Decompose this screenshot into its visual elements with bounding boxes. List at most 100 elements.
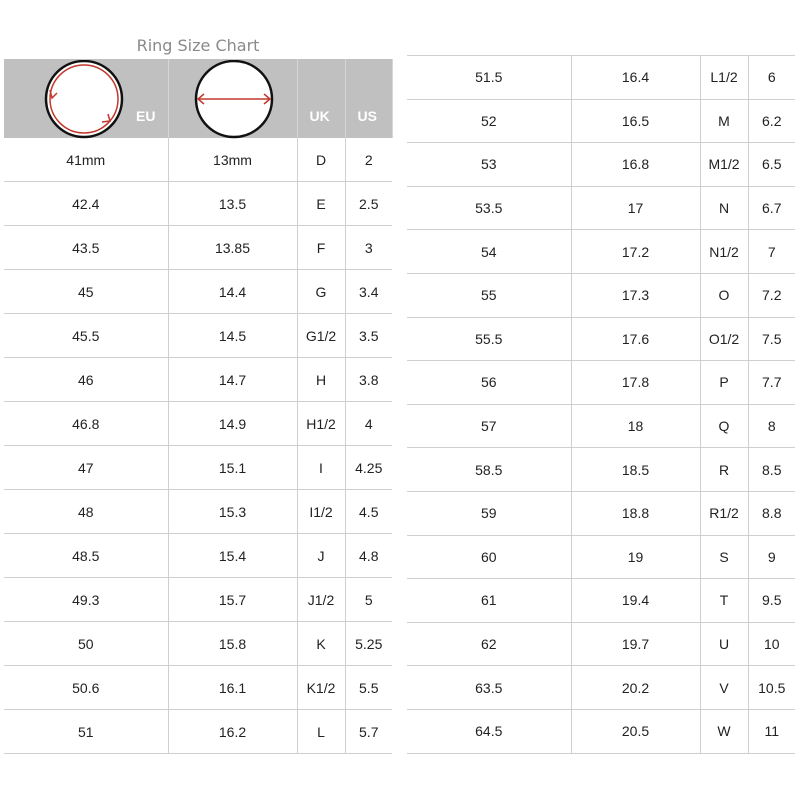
us-size: 7.2 xyxy=(748,273,795,318)
eu-label: EU xyxy=(136,108,156,124)
diameter-mm: 13.85 xyxy=(168,225,298,270)
uk-label: UK xyxy=(309,108,330,124)
eu-size: 48 xyxy=(4,489,169,534)
us-size: 8 xyxy=(748,404,795,449)
table-row: 53 16.8 M1/2 6.5 xyxy=(407,142,795,187)
uk-size: K1/2 xyxy=(297,665,346,710)
uk-size: G1/2 xyxy=(297,313,346,358)
diameter-mm: 14.4 xyxy=(168,269,298,314)
table-row: 45 14.4 G 3.4 xyxy=(4,269,392,314)
us-size: 2.5 xyxy=(345,181,392,226)
diameter-mm: 15.1 xyxy=(168,445,298,490)
us-size: 8.5 xyxy=(748,447,795,492)
circle-circumference-icon xyxy=(44,60,124,139)
uk-size: I xyxy=(297,445,346,490)
uk-size: N1/2 xyxy=(700,229,749,274)
table-row: 61 19.4 T 9.5 xyxy=(407,578,795,623)
table-row: 47 15.1 I 4.25 xyxy=(4,445,392,490)
table-row: 57 18 Q 8 xyxy=(407,404,795,449)
us-size: 4.5 xyxy=(345,489,392,534)
eu-size: 45 xyxy=(4,269,169,314)
table-row: 48 15.3 I1/2 4.5 xyxy=(4,489,392,534)
uk-size: J1/2 xyxy=(297,577,346,622)
eu-size: 55.5 xyxy=(407,317,572,362)
us-size: 7.5 xyxy=(748,317,795,362)
table-row: 58.5 18.5 R 8.5 xyxy=(407,447,795,492)
eu-size: 52 xyxy=(407,99,572,144)
us-size: 2 xyxy=(345,138,392,182)
us-size: 5.5 xyxy=(345,665,392,710)
eu-size: 43.5 xyxy=(4,225,169,270)
eu-size: 53 xyxy=(407,142,572,187)
eu-size: 60 xyxy=(407,535,572,580)
us-label: US xyxy=(357,108,377,124)
table-row: 42.4 13.5 E 2.5 xyxy=(4,181,392,226)
eu-size: 50.6 xyxy=(4,665,169,710)
diameter-mm: 15.8 xyxy=(168,621,298,666)
eu-size: 57 xyxy=(407,404,572,449)
table-row: 52 16.5 M 6.2 xyxy=(407,99,795,144)
uk-size: O xyxy=(700,273,749,318)
diameter-mm: 16.2 xyxy=(168,709,298,754)
eu-size: 46.8 xyxy=(4,401,169,446)
diameter-mm: 17.8 xyxy=(571,360,701,405)
us-size: 7 xyxy=(748,229,795,274)
diameter-mm: 17.6 xyxy=(571,317,701,362)
diameter-mm: 15.7 xyxy=(168,577,298,622)
uk-size: M1/2 xyxy=(700,142,749,187)
uk-size: J xyxy=(297,533,346,578)
table-row: 59 18.8 R1/2 8.8 xyxy=(407,491,795,536)
uk-size: S xyxy=(700,535,749,580)
us-size: 7.7 xyxy=(748,360,795,405)
diameter-mm: 13mm xyxy=(168,138,298,182)
uk-size: U xyxy=(700,622,749,667)
table-row: 55.5 17.6 O1/2 7.5 xyxy=(407,317,795,362)
table-row: 48.5 15.4 J 4.8 xyxy=(4,533,392,578)
eu-size: 56 xyxy=(407,360,572,405)
uk-size: K xyxy=(297,621,346,666)
us-size: 10 xyxy=(748,622,795,667)
diameter-mm: 17 xyxy=(571,186,701,231)
diameter-mm: 16.5 xyxy=(571,99,701,144)
eu-size: 51 xyxy=(4,709,169,754)
size-table-left: EU UK US 41mm 13mm D 2 42.4 13.5 E 2.5 43.5 13.85… xyxy=(4,59,393,754)
diameter-mm: 14.7 xyxy=(168,357,298,402)
uk-size: H xyxy=(297,357,346,402)
header-eu: EU xyxy=(4,59,169,139)
eu-size: 47 xyxy=(4,445,169,490)
us-size: 6.7 xyxy=(748,186,795,231)
eu-size: 50 xyxy=(4,621,169,666)
uk-size: M xyxy=(700,99,749,144)
uk-size: W xyxy=(700,709,749,754)
table-row: 51.5 16.4 L1/2 6 xyxy=(407,55,795,100)
table-row: 51 16.2 L 5.7 xyxy=(4,709,392,754)
eu-size: 51.5 xyxy=(407,55,572,100)
eu-size: 49.3 xyxy=(4,577,169,622)
diameter-mm: 19.7 xyxy=(571,622,701,667)
uk-size: O1/2 xyxy=(700,317,749,362)
table-row: 41mm 13mm D 2 xyxy=(4,138,392,182)
table-row: 50.6 16.1 K1/2 5.5 xyxy=(4,665,392,710)
uk-size: V xyxy=(700,665,749,710)
table-row: 46 14.7 H 3.8 xyxy=(4,357,392,402)
diameter-mm: 19.4 xyxy=(571,578,701,623)
uk-size: N xyxy=(700,186,749,231)
table-row: 56 17.8 P 7.7 xyxy=(407,360,795,405)
eu-size: 46 xyxy=(4,357,169,402)
uk-size: D xyxy=(297,138,346,182)
uk-size: L1/2 xyxy=(700,55,749,100)
eu-size: 61 xyxy=(407,578,572,623)
us-size: 5.7 xyxy=(345,709,392,754)
uk-size: R1/2 xyxy=(700,491,749,536)
us-size: 4.25 xyxy=(345,445,392,490)
circle-diameter-icon xyxy=(194,60,273,139)
us-size: 10.5 xyxy=(748,665,795,710)
diameter-mm: 16.4 xyxy=(571,55,701,100)
us-size: 5.25 xyxy=(345,621,392,666)
eu-size: 48.5 xyxy=(4,533,169,578)
eu-size: 54 xyxy=(407,229,572,274)
diameter-mm: 18 xyxy=(571,404,701,449)
uk-size: H1/2 xyxy=(297,401,346,446)
diameter-mm: 20.5 xyxy=(571,709,701,754)
table-row: 46.8 14.9 H1/2 4 xyxy=(4,401,392,446)
